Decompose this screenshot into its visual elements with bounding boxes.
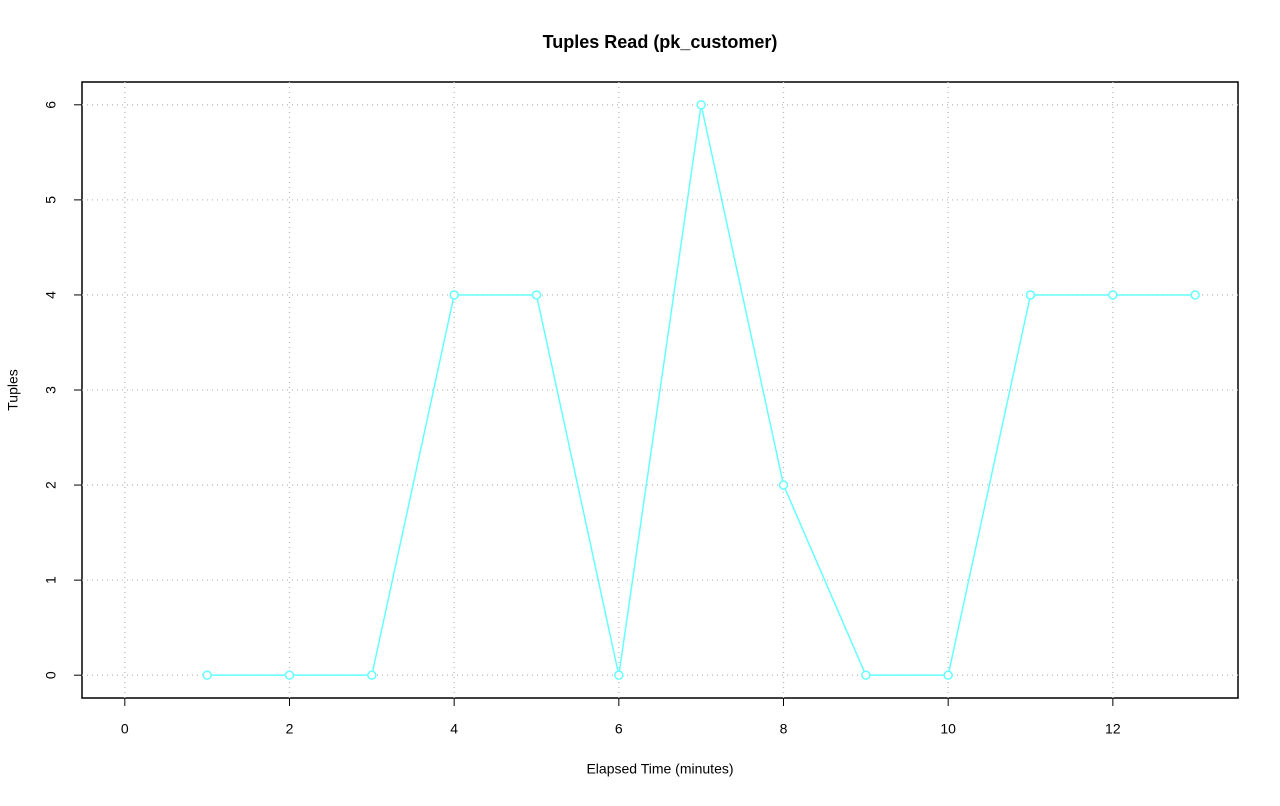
data-point bbox=[531, 290, 542, 300]
data-point bbox=[614, 670, 624, 680]
x-tick-label: 4 bbox=[450, 721, 458, 737]
data-point bbox=[449, 290, 459, 300]
data-point bbox=[778, 480, 789, 490]
data-point bbox=[696, 100, 706, 110]
y-tick-label: 1 bbox=[43, 576, 59, 584]
data-point bbox=[861, 670, 871, 680]
data-point bbox=[202, 670, 212, 680]
data-point bbox=[1108, 290, 1118, 300]
data-point bbox=[284, 670, 295, 680]
y-tick-label: 2 bbox=[43, 481, 59, 489]
data-point bbox=[1190, 290, 1200, 300]
x-tick-label: 12 bbox=[1105, 721, 1121, 737]
y-tick-label: 6 bbox=[43, 101, 59, 109]
x-tick-label: 8 bbox=[780, 721, 788, 737]
y-tick-label: 4 bbox=[43, 291, 59, 299]
x-tick-label: 10 bbox=[940, 721, 956, 737]
data-point bbox=[367, 670, 377, 680]
x-tick-label: 0 bbox=[121, 721, 129, 737]
y-axis-label: Tuples bbox=[5, 369, 21, 411]
data-point bbox=[943, 670, 953, 680]
chart-title: Tuples Read (pk_customer) bbox=[543, 32, 778, 52]
data-point bbox=[1025, 290, 1036, 300]
x-tick-label: 6 bbox=[615, 721, 623, 737]
y-tick-label: 0 bbox=[43, 671, 59, 679]
x-axis-label: Elapsed Time (minutes) bbox=[586, 761, 733, 777]
y-tick-label: 3 bbox=[43, 386, 59, 394]
x-tick-label: 2 bbox=[286, 721, 294, 737]
y-tick-label: 5 bbox=[43, 196, 59, 204]
series-line bbox=[207, 104, 1196, 676]
